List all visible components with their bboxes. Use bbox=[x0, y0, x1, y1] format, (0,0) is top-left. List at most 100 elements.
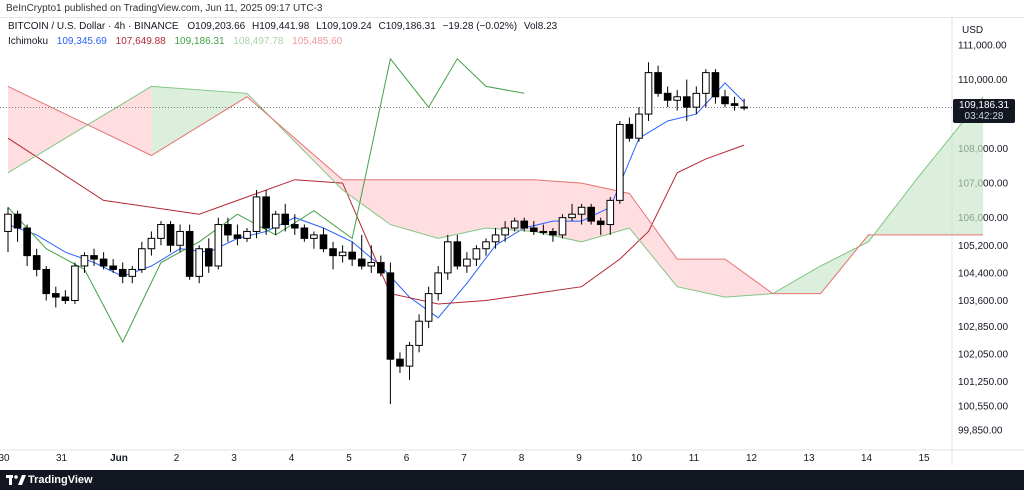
y-tick-label: 102,050.00 bbox=[958, 350, 1008, 361]
candle bbox=[596, 217, 605, 235]
candle bbox=[663, 86, 672, 108]
x-tick-label: 4 bbox=[289, 453, 295, 464]
candle bbox=[23, 224, 31, 266]
candle-body bbox=[109, 265, 117, 270]
x-tick-label: 11 bbox=[689, 453, 700, 464]
candle bbox=[319, 228, 328, 253]
candle-body bbox=[204, 248, 213, 267]
candle bbox=[138, 241, 146, 273]
candle-body bbox=[558, 217, 567, 236]
candle-body bbox=[13, 213, 22, 229]
publish-bar: BeInCrypto1 published on TradingView.com… bbox=[0, 0, 1024, 18]
candle-body bbox=[434, 272, 442, 295]
candle bbox=[434, 265, 442, 301]
candle bbox=[52, 286, 60, 308]
candle-body bbox=[616, 123, 624, 201]
close-value: 109,186.31 bbox=[385, 21, 436, 32]
high-value: 109,441.98 bbox=[259, 21, 310, 32]
candle-body bbox=[568, 213, 576, 219]
candle-body bbox=[549, 230, 557, 236]
candle-body bbox=[90, 255, 98, 260]
x-tick-label: 9 bbox=[576, 453, 582, 464]
candle-body bbox=[138, 248, 146, 270]
candle-body bbox=[4, 213, 12, 232]
candle bbox=[616, 120, 624, 204]
candle-body bbox=[319, 234, 328, 250]
candle bbox=[147, 231, 156, 256]
candle-body bbox=[386, 272, 395, 360]
candle bbox=[510, 217, 519, 232]
candle bbox=[635, 107, 643, 142]
candle bbox=[338, 245, 347, 263]
price-chart[interactable]: 111,000.00 110,000.00 108,000.00 107,000.00… bbox=[0, 0, 1024, 470]
change-value: −19.28 (−0.02%) bbox=[442, 21, 518, 32]
candle bbox=[185, 224, 194, 280]
tradingview-brand: TradingView bbox=[28, 474, 93, 486]
candle-body bbox=[625, 123, 634, 139]
candle-body bbox=[348, 251, 356, 260]
low-value: 109,109.24 bbox=[321, 21, 372, 32]
candle-body bbox=[577, 206, 586, 215]
y-tick-label: 103,600.00 bbox=[958, 296, 1008, 307]
volume-label: Vol bbox=[523, 21, 538, 32]
candle bbox=[262, 190, 270, 235]
candle-body bbox=[663, 92, 672, 101]
candle bbox=[549, 228, 557, 242]
candle-body bbox=[367, 262, 376, 267]
candle-body bbox=[252, 196, 261, 232]
currency-label[interactable]: USD bbox=[962, 25, 984, 36]
candle-body bbox=[271, 213, 280, 229]
x-tick-label: 8 bbox=[519, 453, 525, 464]
candle bbox=[396, 352, 404, 374]
open-label: O bbox=[187, 21, 196, 32]
x-tick-label: 15 bbox=[918, 453, 930, 464]
candle bbox=[625, 117, 634, 142]
last-price-value: 109,186.31 bbox=[958, 100, 1010, 111]
candle-body bbox=[682, 96, 691, 108]
candle bbox=[386, 262, 395, 405]
candle-body bbox=[396, 358, 404, 367]
candle-body bbox=[243, 230, 251, 239]
symbol-title[interactable]: BITCOIN / U.S. Dollar · 4h · BINANCE bbox=[8, 21, 179, 32]
candle-body bbox=[587, 206, 595, 222]
close-label: C bbox=[378, 21, 386, 32]
candle bbox=[348, 241, 356, 266]
candle-body bbox=[501, 227, 509, 236]
candle bbox=[453, 234, 462, 270]
candle-body bbox=[654, 72, 662, 94]
candle bbox=[606, 196, 615, 235]
base-line-line bbox=[7, 137, 745, 305]
candle bbox=[252, 190, 261, 239]
candle bbox=[90, 248, 98, 266]
leading-span-b-value: 105,485.60 bbox=[292, 36, 343, 47]
candle-body bbox=[539, 230, 548, 233]
candle-body bbox=[281, 213, 290, 226]
leading-span-a-line bbox=[7, 85, 984, 298]
indicator-name: Ichimoku bbox=[8, 36, 49, 47]
candle-body bbox=[128, 268, 137, 277]
candle-body bbox=[730, 103, 739, 106]
candle bbox=[405, 341, 414, 380]
candle bbox=[271, 210, 280, 235]
candle bbox=[157, 221, 165, 246]
ichimoku-cloud-segment bbox=[151, 86, 247, 156]
candle bbox=[224, 217, 232, 242]
x-tick-label: 12 bbox=[746, 453, 758, 464]
candle bbox=[281, 203, 290, 232]
y-tick-label: 110,000.00 bbox=[958, 75, 1008, 86]
candle-body bbox=[291, 224, 299, 229]
candle bbox=[463, 252, 471, 273]
ichimoku-cloud-segment bbox=[629, 193, 678, 287]
indicator-legend[interactable]: Ichimoku 109,345.69 107,649.88 109,186.3… bbox=[8, 36, 342, 47]
candle-body bbox=[214, 224, 223, 267]
candle bbox=[673, 89, 682, 111]
candle-body bbox=[510, 220, 519, 229]
candle-body bbox=[357, 258, 366, 267]
candle-body bbox=[692, 92, 701, 108]
candle-body bbox=[520, 220, 529, 229]
ichimoku-cloud-segment bbox=[438, 179, 486, 239]
y-tick-label: 106,000.00 bbox=[958, 213, 1008, 224]
x-tick-label: 2 bbox=[174, 453, 180, 464]
candle bbox=[195, 245, 203, 284]
